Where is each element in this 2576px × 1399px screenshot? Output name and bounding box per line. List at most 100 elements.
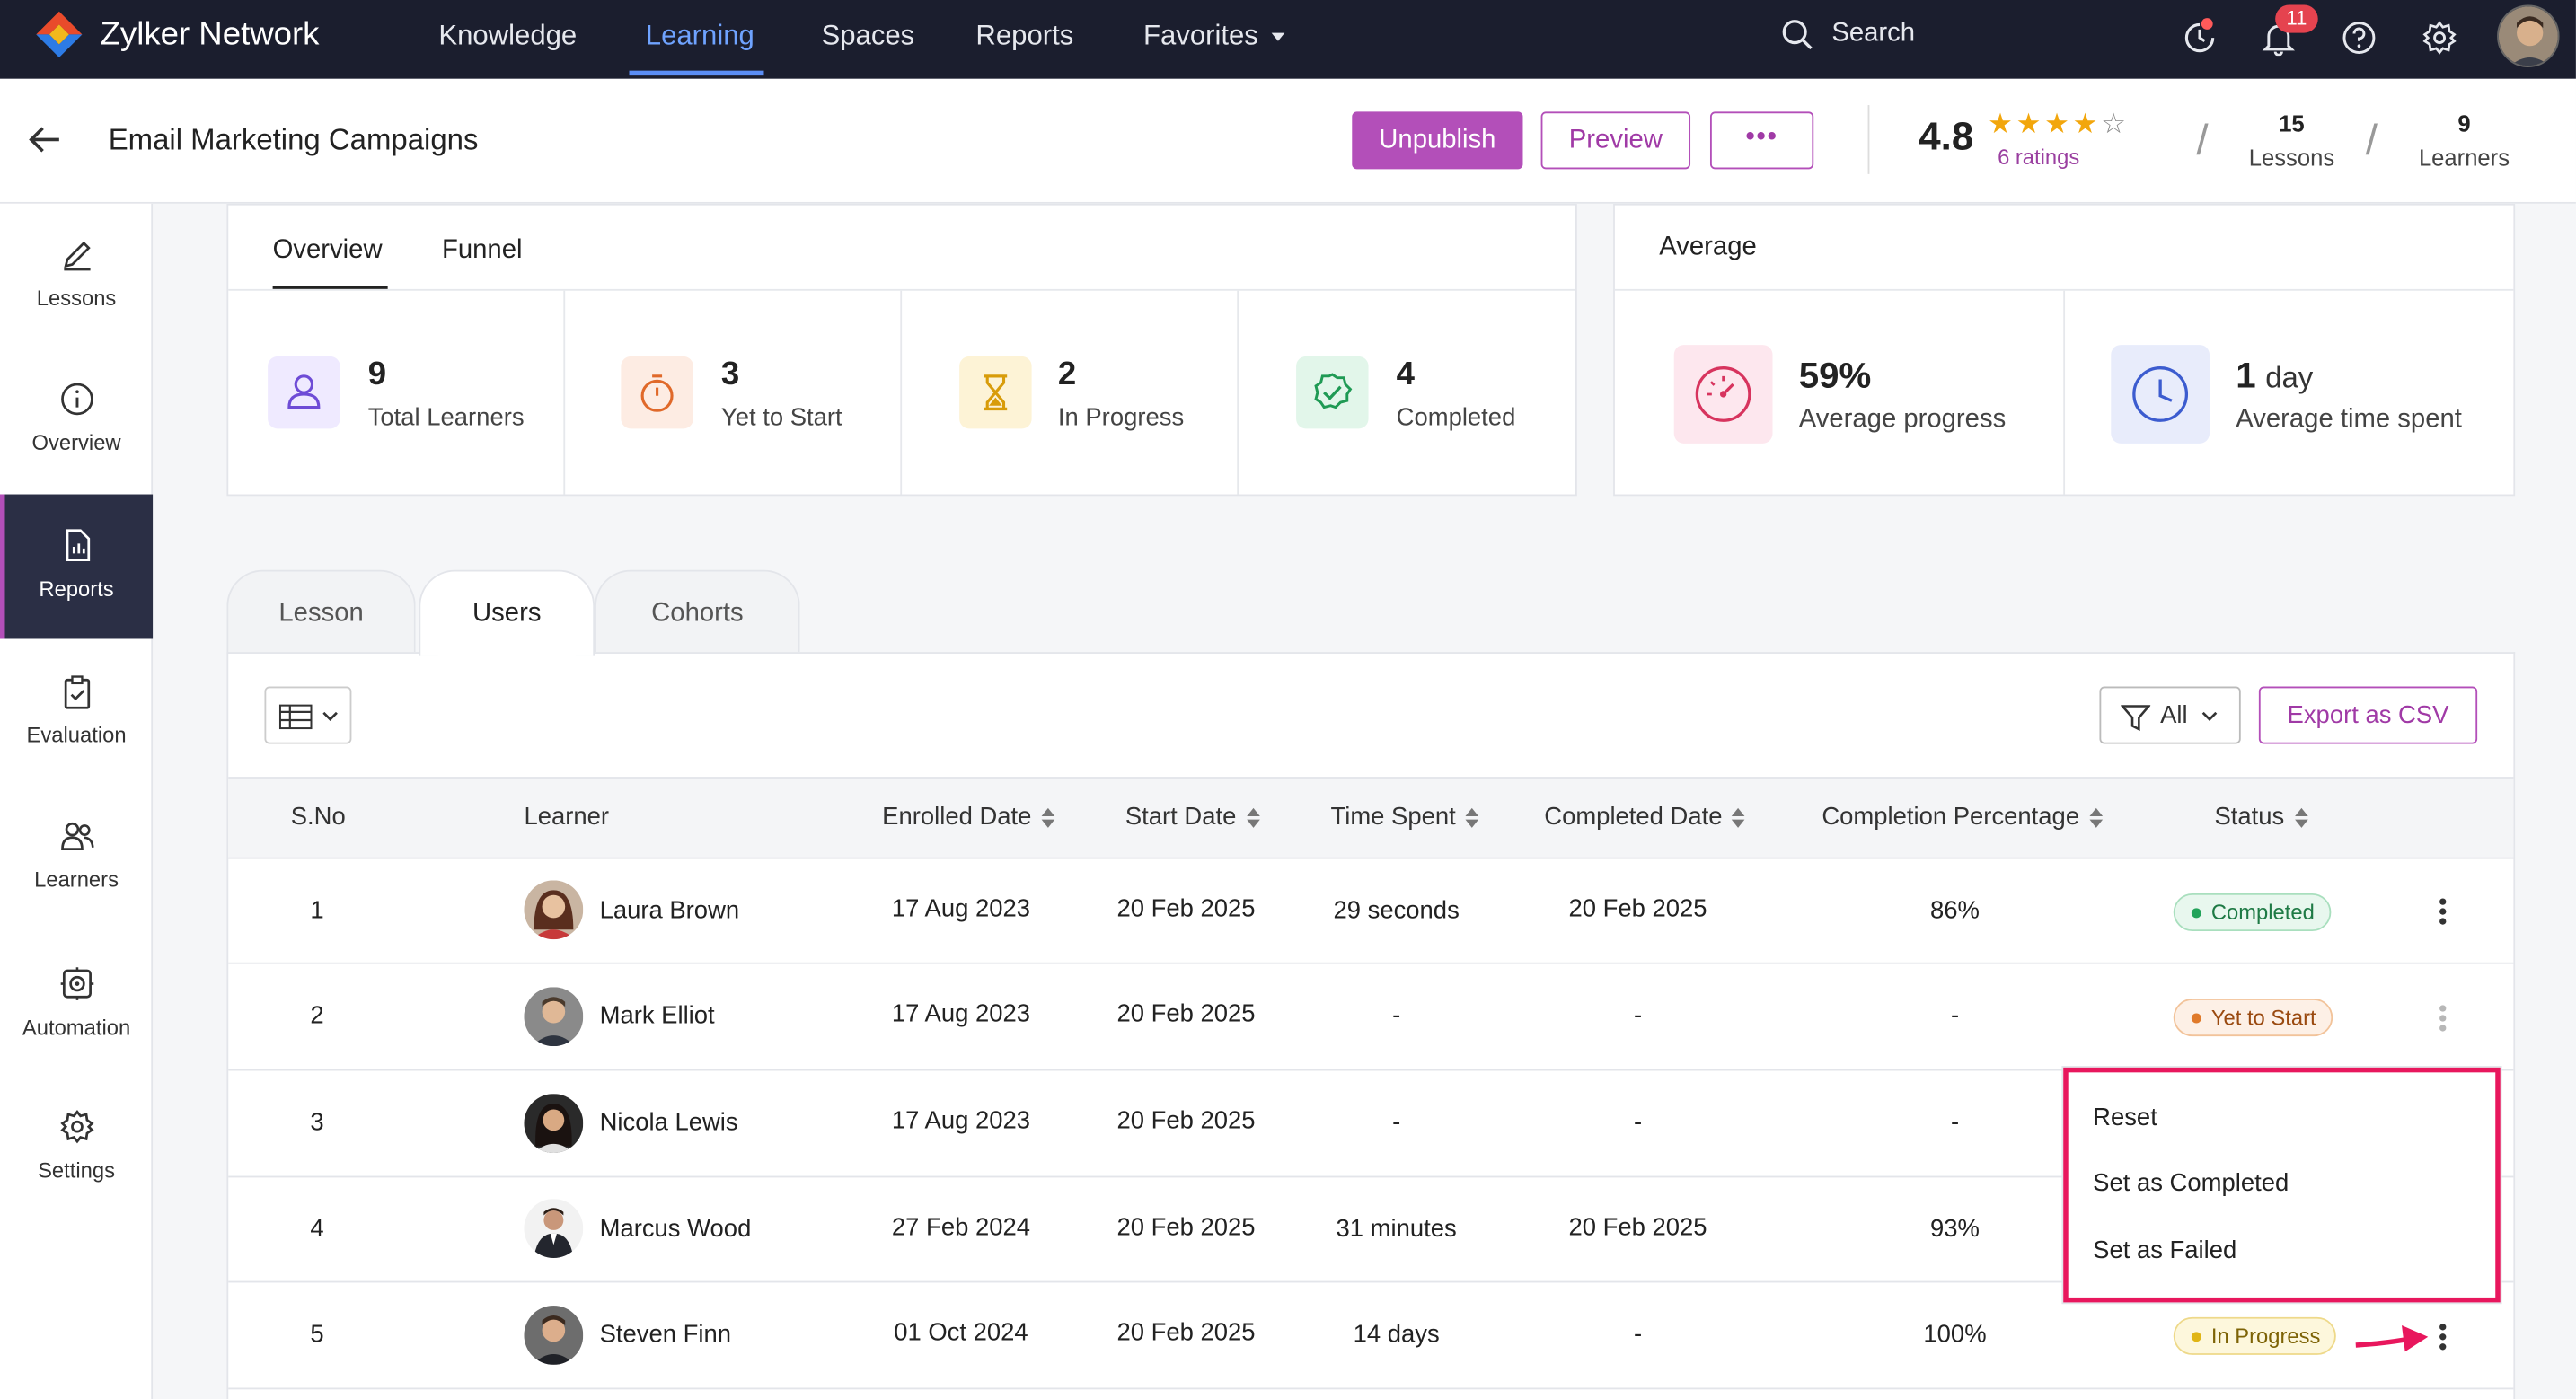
- nav-favorites[interactable]: Favorites: [1143, 20, 1285, 53]
- column-header-label: Time Spent: [1330, 803, 1456, 831]
- sidebar-item-evaluation[interactable]: Evaluation: [0, 640, 153, 785]
- menu-item-set-as-failed[interactable]: Set as Failed: [2093, 1236, 2237, 1265]
- row-actions-kebab-icon[interactable]: [2426, 895, 2459, 928]
- sort-icon: [1732, 807, 1746, 828]
- check-badge-icon: [1296, 356, 1369, 429]
- active-tab-indicator: [272, 286, 388, 289]
- metric-label: Yet to Start: [720, 403, 842, 433]
- sidebar-item-automation[interactable]: Automation: [0, 933, 153, 1078]
- cell-learner-name[interactable]: Nicola Lewis: [599, 1108, 738, 1137]
- tab-cohorts[interactable]: Cohorts: [595, 569, 800, 654]
- cell-start-date: 20 Feb 2025: [1116, 1213, 1256, 1242]
- sidebar-item-label: Learners: [34, 867, 119, 893]
- cell-completed-date: 20 Feb 2025: [1568, 894, 1707, 923]
- more-options-button[interactable]: •••: [1709, 111, 1814, 170]
- divider: [2063, 290, 2066, 495]
- metric-value: 4: [1396, 356, 1415, 393]
- sidebar-item-label: Evaluation: [26, 722, 127, 748]
- average-time-unit: day: [2265, 361, 2314, 394]
- tab-overview[interactable]: Overview: [272, 236, 383, 265]
- table-row: [228, 1282, 2514, 1390]
- cell-learner-name[interactable]: Mark Elliot: [599, 1001, 715, 1030]
- column-header-label: Completed Date: [1544, 803, 1723, 831]
- tab-lesson[interactable]: Lesson: [226, 569, 416, 654]
- column-header-label: Enrolled Date: [882, 803, 1032, 831]
- unpublish-button[interactable]: Unpublish: [1352, 111, 1523, 170]
- tab-users[interactable]: Users: [419, 569, 595, 656]
- cell-learner-name[interactable]: Steven Finn: [599, 1320, 731, 1349]
- settings-gear-icon[interactable]: [2422, 20, 2457, 56]
- tab-funnel[interactable]: Funnel: [442, 236, 523, 265]
- average-title: Average: [1659, 233, 1757, 261]
- sidebar-item-settings[interactable]: Settings: [0, 1076, 153, 1220]
- sort-icon: [2089, 807, 2103, 828]
- cell-completion-percentage: 93%: [1930, 1215, 1980, 1244]
- help-icon[interactable]: [2341, 20, 2377, 56]
- menu-item-reset[interactable]: Reset: [2093, 1104, 2157, 1132]
- timer-icon: [621, 356, 693, 429]
- speedometer-icon: [1673, 345, 1773, 444]
- sidebar-item-overview[interactable]: Overview: [0, 348, 153, 493]
- learner-avatar: [524, 1094, 584, 1153]
- zylker-logo-icon[interactable]: [30, 8, 89, 67]
- activity-clock-icon[interactable]: [2182, 20, 2218, 56]
- nav-learning[interactable]: Learning: [645, 19, 754, 51]
- sidebar-item-reports[interactable]: Reports: [0, 494, 154, 639]
- sidebar-item-lessons[interactable]: Lessons: [0, 204, 153, 348]
- filter-icon: [2121, 705, 2151, 732]
- column-header-label: Status: [2214, 803, 2285, 831]
- metric-label: Completed: [1396, 403, 1516, 433]
- table-view-toggle[interactable]: [264, 686, 352, 744]
- average-progress-label: Average progress: [1798, 405, 2007, 434]
- column-header-completed-date[interactable]: Completed Date: [1544, 803, 1746, 831]
- preview-button[interactable]: Preview: [1540, 111, 1691, 170]
- learner-avatar: [524, 1199, 584, 1259]
- row-actions-kebab-icon[interactable]: [2426, 1002, 2459, 1035]
- column-header-start-date[interactable]: Start Date: [1125, 803, 1259, 831]
- column-header-status[interactable]: Status: [2214, 803, 2307, 831]
- nav-knowledge[interactable]: Knowledge: [438, 19, 578, 51]
- activity-dot: [2201, 18, 2213, 30]
- cell-sno: 1: [310, 896, 324, 925]
- cell-learner-name[interactable]: Marcus Wood: [599, 1215, 752, 1244]
- metric-completed: 4 Completed: [1239, 291, 1575, 495]
- sidebar-item-label: Lessons: [36, 286, 117, 311]
- filter-label: All: [2160, 700, 2188, 730]
- cell-time-spent: 29 seconds: [1333, 896, 1460, 925]
- average-time-value: 1: [2236, 355, 2256, 396]
- page-title: Email Marketing Campaigns: [108, 123, 479, 156]
- cell-enrolled-date: 27 Feb 2024: [891, 1213, 1031, 1242]
- star-rating: ★★★★☆: [1988, 108, 2130, 140]
- column-header-sno: S.No: [290, 803, 346, 831]
- cell-completed-date: -: [1633, 1001, 1643, 1030]
- lessons-count: 15: [2279, 110, 2305, 136]
- search-box[interactable]: Search: [1781, 16, 1962, 59]
- column-header-enrolled-date[interactable]: Enrolled Date: [882, 803, 1055, 831]
- separator-slash: /: [2196, 115, 2209, 164]
- nav-spaces[interactable]: Spaces: [821, 19, 915, 51]
- status-badge: Completed: [2173, 893, 2332, 932]
- sort-icon: [2294, 807, 2307, 828]
- chevron-down-icon: [2201, 711, 2218, 722]
- cell-start-date: 20 Feb 2025: [1116, 894, 1256, 923]
- column-header-time-spent[interactable]: Time Spent: [1330, 803, 1479, 831]
- report-icon: [66, 529, 91, 562]
- cell-learner-name[interactable]: Laura Brown: [599, 896, 740, 925]
- sidebar-item-learners[interactable]: Learners: [0, 785, 153, 929]
- user-avatar[interactable]: [2497, 4, 2560, 67]
- ratings-count-link[interactable]: 6 ratings: [1998, 144, 2080, 170]
- export-csv-button[interactable]: Export as CSV: [2258, 686, 2478, 744]
- back-arrow-icon[interactable]: [26, 121, 62, 157]
- metric-value: 2: [1057, 356, 1077, 393]
- filter-dropdown[interactable]: All: [2099, 686, 2241, 744]
- brand-name[interactable]: Zylker Network: [100, 16, 320, 53]
- menu-item-set-as-completed[interactable]: Set as Completed: [2093, 1169, 2289, 1198]
- learner-avatar: [524, 1306, 584, 1365]
- nav-reports[interactable]: Reports: [975, 19, 1074, 51]
- clipboard-check-icon: [64, 675, 91, 709]
- metric-in-progress: 2 In Progress: [902, 290, 1239, 495]
- row-actions-kebab-icon[interactable]: [2426, 1321, 2459, 1354]
- gear-icon: [60, 1110, 94, 1144]
- automation-gear-icon: [60, 967, 94, 1000]
- column-header-completion-percentage[interactable]: Completion Percentage: [1822, 803, 2103, 831]
